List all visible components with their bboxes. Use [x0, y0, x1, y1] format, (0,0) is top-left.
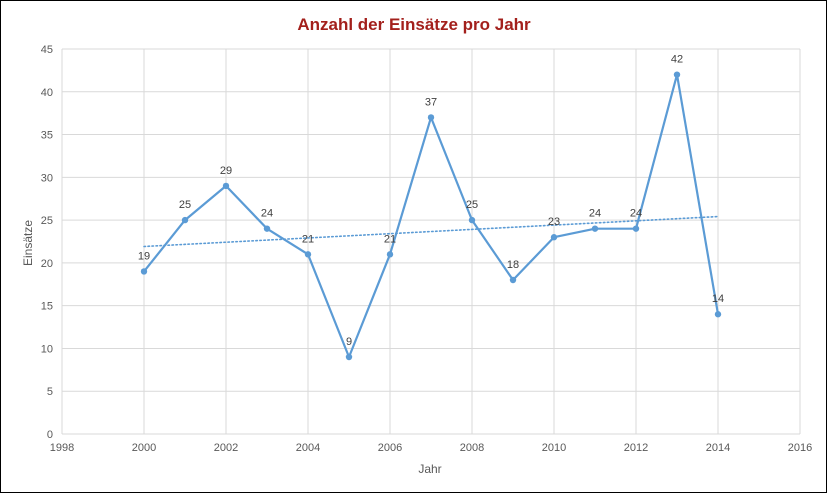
y-tick-label: 15	[41, 301, 53, 313]
data-label: 25	[466, 199, 478, 211]
x-tick-label: 2012	[624, 442, 648, 454]
y-tick-label: 40	[41, 87, 53, 99]
data-labels: 19 25 29 24 21 9 21 37 25 18 23 24 24 42 14	[138, 54, 724, 348]
data-point	[550, 234, 558, 241]
data-label: 14	[712, 293, 724, 305]
data-label: 25	[179, 199, 191, 211]
x-tick-label: 2016	[788, 442, 812, 454]
trendline	[143, 215, 719, 248]
y-tick-label: 20	[41, 258, 53, 270]
data-label: 24	[589, 208, 601, 220]
data-label: 24	[630, 208, 642, 220]
y-tick-label: 5	[47, 386, 53, 398]
data-point	[468, 216, 476, 224]
x-tick-label: 2000	[132, 442, 156, 454]
y-tick-label: 30	[41, 172, 53, 184]
data-point	[140, 268, 148, 275]
data-point	[591, 225, 599, 232]
data-point	[673, 71, 681, 78]
data-point	[632, 225, 640, 232]
data-label: 29	[220, 165, 232, 177]
data-point	[386, 251, 394, 258]
y-tick-label: 25	[41, 215, 53, 227]
y-tick-label: 0	[47, 429, 53, 441]
data-point	[345, 353, 353, 361]
data-label: 18	[507, 259, 519, 271]
y-tick-label: 45	[41, 44, 53, 56]
chart-title: Anzahl der Einsätze pro Jahr	[297, 15, 531, 34]
data-label: 19	[138, 250, 150, 262]
data-point	[181, 216, 189, 224]
data-point	[222, 182, 230, 190]
data-label: 21	[384, 233, 396, 245]
y-axis-ticks: 0 5 10 15 20 25 30 35 40 45	[41, 44, 53, 441]
x-tick-label: 2004	[296, 442, 320, 454]
data-label: 23	[548, 216, 560, 228]
x-axis-ticks: 1998 2000 2002 2004 2006 2008 2010 2012 2014 2016	[50, 442, 812, 454]
data-point	[509, 276, 517, 284]
x-axis-label: Jahr	[418, 462, 441, 476]
x-tick-label: 1998	[50, 442, 74, 454]
x-tick-label: 2010	[542, 442, 566, 454]
data-series	[140, 71, 722, 361]
y-tick-label: 35	[41, 130, 53, 142]
y-axis-label: Einsätze	[21, 220, 35, 266]
data-point	[714, 311, 722, 318]
data-point	[304, 251, 312, 258]
x-tick-label: 2008	[460, 442, 484, 454]
x-tick-label: 2014	[706, 442, 730, 454]
data-label: 42	[671, 54, 683, 66]
data-point	[427, 114, 435, 121]
data-label: 24	[261, 208, 273, 220]
x-tick-label: 2006	[378, 442, 402, 454]
y-tick-label: 10	[41, 343, 53, 355]
trendline-path	[143, 215, 719, 248]
x-tick-label: 2002	[214, 442, 238, 454]
data-point	[263, 225, 271, 232]
data-label: 21	[302, 233, 314, 245]
data-label: 9	[346, 336, 352, 348]
data-label: 37	[425, 96, 437, 108]
